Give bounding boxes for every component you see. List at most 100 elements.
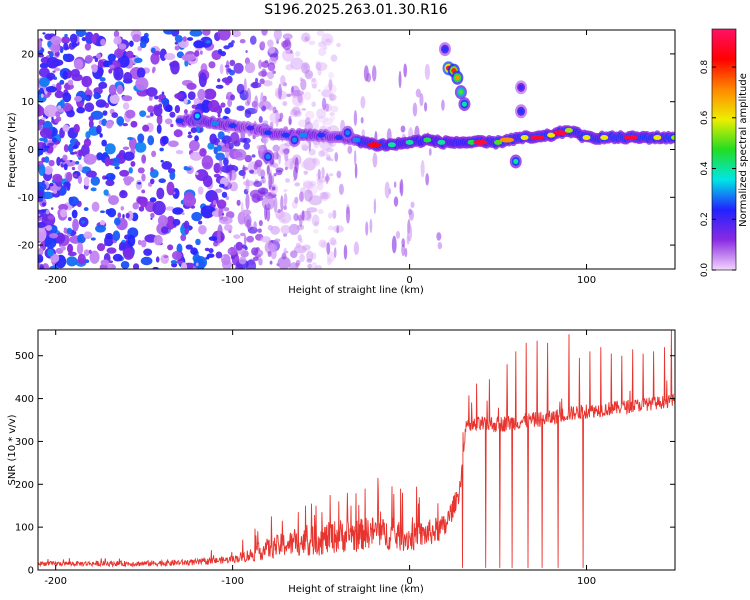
heatmap-noise-cell bbox=[282, 33, 293, 40]
heatmap-noise-cell bbox=[49, 232, 59, 239]
heatmap-noise-cell bbox=[59, 99, 65, 109]
heatmap-noise-cell bbox=[299, 253, 305, 263]
heatmap-noise-cell bbox=[321, 166, 325, 178]
heatmap-noise-cell bbox=[275, 167, 284, 173]
heatmap-noise-cell bbox=[412, 102, 418, 117]
heatmap-noise-cell bbox=[330, 105, 339, 113]
heatmap-noise-cell bbox=[169, 111, 176, 118]
heatmap-noise-cell bbox=[280, 75, 286, 86]
heatmap-noise-cell bbox=[320, 192, 329, 201]
heatmap-noise-cell bbox=[38, 221, 46, 228]
heatmap-noise-cell bbox=[97, 67, 104, 76]
heatmap-noise-cell bbox=[71, 42, 78, 48]
heatmap-noise-cell bbox=[147, 135, 155, 146]
heatmap-noise-cell bbox=[185, 244, 193, 250]
heatmap-ridge-peak bbox=[552, 130, 567, 136]
heatmap-noise-cell bbox=[220, 51, 227, 57]
heatmap-noise-cell bbox=[208, 99, 220, 113]
heatmap-noise-cell bbox=[275, 38, 280, 42]
heatmap-noise-cell bbox=[119, 149, 126, 157]
colorbar-label: Normalized spectral amplitude bbox=[738, 73, 749, 227]
snr-y-ticks: 0 100 200 300 400 500 bbox=[15, 351, 675, 577]
heatmap-noise-cell bbox=[373, 198, 377, 215]
heatmap-noise-cell bbox=[244, 62, 256, 74]
heatmap-noise-cell bbox=[83, 176, 90, 187]
heatmap-ridge-peak bbox=[520, 135, 529, 141]
heatmap-noise-cell bbox=[51, 137, 57, 143]
heatmap-noise-cell bbox=[76, 106, 86, 114]
colorbar: 0.0 0.2 0.4 0.6 0.8 Normalized spectral ampl… bbox=[700, 28, 749, 278]
heatmap-noise-cell bbox=[237, 211, 246, 225]
heatmap-noise-cell bbox=[261, 30, 268, 36]
heatmap-noise-cell bbox=[286, 93, 292, 97]
heatmap-noise-cell bbox=[183, 98, 188, 105]
heatmap-noise-cell bbox=[54, 118, 60, 124]
heatmap-noise-cell bbox=[108, 68, 113, 74]
heatmap-noise-cell bbox=[329, 158, 334, 162]
heatmap-noise-cell bbox=[170, 60, 180, 75]
heatmap-noise-cell bbox=[60, 245, 66, 251]
heatmap-noise-cell bbox=[109, 93, 120, 105]
heatmap-noise-cell bbox=[338, 183, 344, 195]
heatmap-noise-cell bbox=[67, 79, 74, 86]
heatmap-noise-cell bbox=[172, 207, 184, 215]
heatmap-noise-cell bbox=[137, 45, 143, 52]
heatmap-noise-cell bbox=[243, 142, 250, 150]
heatmap-noise-cell bbox=[140, 239, 147, 248]
heatmap-noise-cell bbox=[83, 138, 92, 147]
heatmap-noise-cell bbox=[269, 260, 273, 265]
heatmap-noise-cell bbox=[399, 178, 404, 197]
heatmap-noise-cell bbox=[260, 179, 265, 184]
heatmap-noise-cell bbox=[165, 215, 176, 230]
heatmap-noise-cell bbox=[100, 210, 105, 214]
heatmap-ridge-peak bbox=[437, 139, 446, 145]
heatmap-noise-cell bbox=[38, 137, 46, 142]
heatmap-noise-cell bbox=[158, 178, 166, 184]
heatmap-noise-cell bbox=[326, 156, 331, 161]
heatmap-noise-cell bbox=[216, 144, 222, 152]
heatmap-noise-cell bbox=[224, 78, 231, 86]
heatmap-noise-cell bbox=[441, 99, 445, 111]
heatmap-noise-cell bbox=[85, 96, 89, 100]
heatmap-noise-cell bbox=[267, 62, 276, 72]
heatmap-noise-cell bbox=[91, 34, 97, 45]
heatmap-noise-cell bbox=[288, 223, 300, 235]
heatmap-noise-cell bbox=[310, 77, 318, 88]
heatmap-noise-cell bbox=[280, 195, 284, 212]
heatmap-noise-cell bbox=[333, 247, 337, 259]
y-tick-label: 0 bbox=[28, 145, 34, 156]
heatmap-noise-cell bbox=[151, 150, 157, 158]
heatmap-noise-cell bbox=[105, 263, 116, 269]
heatmap-noise-cell bbox=[77, 175, 83, 184]
heatmap-noise-cell bbox=[267, 71, 275, 80]
heatmap-noise-cell bbox=[327, 225, 334, 231]
heatmap-noise-cell bbox=[217, 227, 221, 246]
heatmap-noise-cell bbox=[235, 241, 243, 251]
heatmap-noise-cell bbox=[198, 220, 203, 225]
heatmap-noise-cell bbox=[233, 149, 247, 161]
heatmap-noise-cell bbox=[245, 259, 257, 269]
colorbar-tick-label: 0.0 bbox=[700, 263, 710, 278]
heatmap-noise-cell bbox=[365, 221, 369, 236]
heatmap-noise-cell bbox=[188, 139, 200, 152]
heatmap-noise-cell bbox=[122, 146, 130, 151]
heatmap-plot-area bbox=[38, 30, 675, 269]
heatmap-noise-cell bbox=[267, 39, 274, 48]
heatmap-blob-core bbox=[513, 158, 519, 164]
heatmap-noise-cell bbox=[285, 178, 291, 183]
heatmap-noise-cell bbox=[200, 205, 215, 219]
heatmap-noise-cell bbox=[284, 150, 289, 162]
heatmap-noise-cell bbox=[141, 173, 146, 182]
heatmap-noise-cell bbox=[291, 85, 294, 93]
heatmap-noise-cell bbox=[67, 243, 73, 254]
heatmap-noise-cell bbox=[38, 160, 44, 166]
heatmap-noise-cell bbox=[199, 50, 203, 55]
heatmap-noise-cell bbox=[83, 153, 97, 165]
heatmap-ridge-peak bbox=[175, 118, 184, 124]
heatmap-noise-cell bbox=[125, 50, 134, 59]
heatmap-blob-core bbox=[442, 46, 448, 52]
heatmap-noise-cell bbox=[63, 163, 68, 171]
heatmap-noise-cell bbox=[282, 39, 292, 51]
page-title: S196.2025.263.01.30.R16 bbox=[264, 2, 448, 18]
heatmap-noise-cell bbox=[149, 112, 154, 117]
